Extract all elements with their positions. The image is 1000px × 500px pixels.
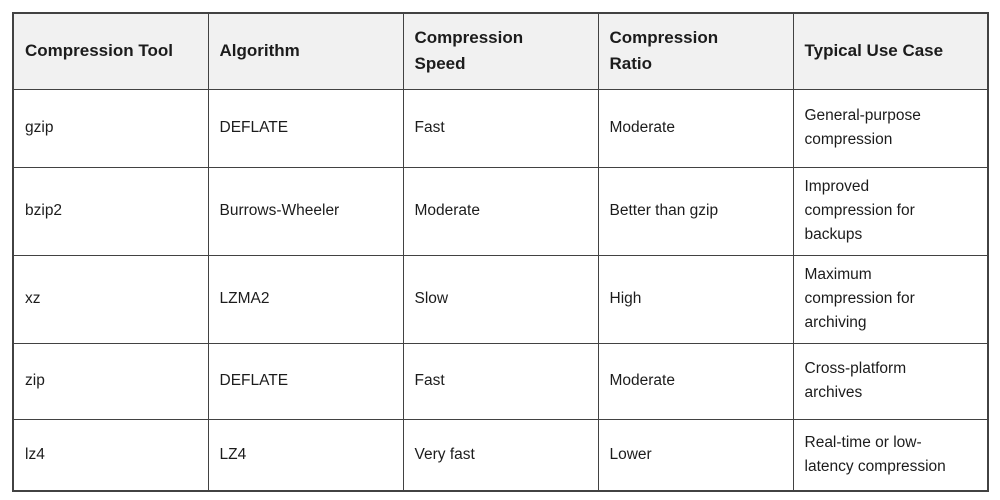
cell-tool: gzip [12, 88, 209, 168]
cell-ratio: High [597, 254, 794, 344]
cell-use-case: General-purpose compression [792, 88, 989, 168]
cell-tool: xz [12, 254, 209, 344]
cell-speed: Very fast [402, 418, 599, 492]
table-row-lz4: lz4 LZ4 Very fast Lower Real-time or low… [12, 418, 989, 492]
table-row-gzip: gzip DEFLATE Fast Moderate General-purpo… [12, 88, 989, 168]
table-row-bzip2: bzip2 Burrows-Wheeler Moderate Better th… [12, 166, 989, 256]
cell-use-case: Cross-platform archives [792, 342, 989, 420]
cell-algorithm: Burrows-Wheeler [207, 166, 404, 256]
cell-use-case: Maximum compression for archiving [792, 254, 989, 344]
cell-speed: Slow [402, 254, 599, 344]
cell-use-case: Improved compression for backups [792, 166, 989, 256]
column-header-algorithm: Algorithm [207, 12, 404, 90]
cell-algorithm: LZMA2 [207, 254, 404, 344]
cell-tool: lz4 [12, 418, 209, 492]
table-row-xz: xz LZMA2 Slow High Maximum compression f… [12, 254, 989, 344]
cell-ratio: Moderate [597, 342, 794, 420]
cell-tool: zip [12, 342, 209, 420]
column-header-speed: Compression Speed [402, 12, 599, 90]
cell-speed: Fast [402, 342, 599, 420]
cell-use-case: Real-time or low- latency compression [792, 418, 989, 492]
cell-ratio: Lower [597, 418, 794, 492]
cell-algorithm: LZ4 [207, 418, 404, 492]
header-row: Compression Tool Algorithm Compression S… [12, 12, 989, 90]
table-row-zip: zip DEFLATE Fast Moderate Cross-platform… [12, 342, 989, 420]
column-header-tool: Compression Tool [12, 12, 209, 90]
cell-algorithm: DEFLATE [207, 342, 404, 420]
table-body: gzip DEFLATE Fast Moderate General-purpo… [12, 88, 989, 492]
table-header: Compression Tool Algorithm Compression S… [12, 12, 989, 90]
cell-speed: Fast [402, 88, 599, 168]
cell-algorithm: DEFLATE [207, 88, 404, 168]
cell-ratio: Moderate [597, 88, 794, 168]
cell-speed: Moderate [402, 166, 599, 256]
compression-table: Compression Tool Algorithm Compression S… [12, 12, 989, 492]
cell-tool: bzip2 [12, 166, 209, 256]
cell-ratio: Better than gzip [597, 166, 794, 256]
column-header-ratio: Compression Ratio [597, 12, 794, 90]
column-header-use-case: Typical Use Case [792, 12, 989, 90]
